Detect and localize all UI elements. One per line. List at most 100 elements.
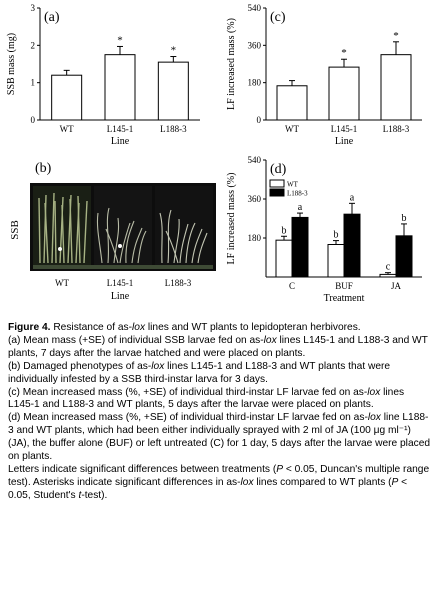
chart-c-y-tick-label: 360 xyxy=(248,40,262,50)
chart-panel-a: 0 1 2 3 (a) SSB mass (mg) WT * L145-1 * L188-3 Line xyxy=(6,3,200,147)
caption-statistics-note: Letters indicate significant differences… xyxy=(8,464,432,503)
figure-caption: Figure 4. Resistance of as-lox lines and… xyxy=(8,322,432,503)
chart-d-legend-label: L188-3 xyxy=(287,190,308,198)
chart-c-y-tick-label: 540 xyxy=(248,3,262,13)
chart-c-bar xyxy=(276,85,308,121)
caption-a-prefix: (a) Mean mass (+SE) of individual SSB la… xyxy=(8,334,264,346)
panel-b-tick-label-wt: WT xyxy=(55,278,69,288)
caption-b-suffix: lines L145-1 and L188-3 and WT plants th… xyxy=(8,360,391,385)
chart-d-y-tick-label: 540 xyxy=(248,155,262,165)
chart-d-panel-label: (d) xyxy=(270,162,287,177)
chart-c-x-axis-label: Line xyxy=(335,136,354,147)
caption-part-a: (a) Mean mass (+SE) of individual SSB la… xyxy=(8,335,432,361)
chart-d-significance-letter: b xyxy=(402,213,407,224)
caption-part-b: (b) Damaged phenotypes of as-lox lines L… xyxy=(8,361,432,387)
caption-title: Figure 4. Resistance of as-lox lines and… xyxy=(8,322,432,335)
photo-cell-l188 xyxy=(155,186,213,268)
chart-a-x-axis-label: Line xyxy=(111,136,130,147)
chart-d-significance-letter: b xyxy=(282,225,287,236)
caption-title-italic: lox xyxy=(132,322,146,333)
chart-c-x-tick-label: L145-1 xyxy=(331,124,358,134)
chart-a-bar xyxy=(104,54,136,121)
chart-a-x-tick-label: L188-3 xyxy=(160,124,187,134)
caption-stat-mid2: lines compared to WT plants ( xyxy=(253,476,392,488)
chart-a-significance-asterisk: * xyxy=(171,45,177,57)
chart-d-bar xyxy=(291,216,309,278)
chart-a-y-axis-label: SSB mass (mg) xyxy=(6,33,17,95)
chart-d-legend-label: WT xyxy=(287,181,299,189)
chart-c-significance-asterisk: * xyxy=(393,30,399,42)
chart-d-bar xyxy=(275,239,293,278)
chart-d-y-axis-label: LF increased mass (%) xyxy=(226,173,237,265)
chart-a-x-tick-label: WT xyxy=(60,124,74,134)
chart-a-bar xyxy=(157,61,189,121)
chart-d-x-axis-label: Treatment xyxy=(324,293,365,304)
chart-a-y-tick-label: 1 xyxy=(31,78,36,88)
larva-marker-l145 xyxy=(118,244,122,248)
plant-photo-illustration xyxy=(33,186,213,269)
caption-stat-suffix: < 0.05, Student's xyxy=(8,476,408,501)
chart-d-bar xyxy=(395,235,413,278)
caption-title-suffix: lines and WT plants to lepidopteran herb… xyxy=(145,322,361,333)
caption-d-suffix: line L188-3 and WT plants, which had bee… xyxy=(8,412,431,463)
caption-stat-italic: lox xyxy=(240,476,254,488)
chart-c-bar xyxy=(328,66,360,121)
caption-d-prefix: (d) Mean increased mass (%, +SE) of indi… xyxy=(8,412,368,424)
photo-soil-strip xyxy=(33,265,213,269)
chart-d-significance-letter: a xyxy=(298,202,303,213)
chart-d-significance-letter: b xyxy=(334,230,339,241)
chart-a-y-tick-label: 3 xyxy=(31,3,36,13)
chart-a-significance-asterisk: * xyxy=(117,34,123,46)
caption-b-prefix: (b) Damaged phenotypes of as- xyxy=(8,360,152,372)
chart-d-significance-letter: a xyxy=(350,192,355,203)
caption-stat-mid: < 0.05, Duncan's multiple range test). A… xyxy=(8,463,430,488)
l145-seedlings xyxy=(96,207,147,264)
caption-d-italic: lox xyxy=(367,412,381,424)
chart-c-y-tick-label: 180 xyxy=(248,78,262,88)
chart-d-bar xyxy=(343,213,361,278)
chart-c-panel-label: (c) xyxy=(270,10,286,25)
caption-a-suffix: lines L145-1 and L188-3 and WT plants, 7… xyxy=(8,334,428,359)
wt-seedlings xyxy=(38,192,88,264)
panel-b-side-label: SSB xyxy=(9,220,21,240)
caption-c-italic: lox xyxy=(367,386,381,398)
chart-d-x-tick-label: BUF xyxy=(335,281,353,291)
caption-c-prefix: (c) Mean increased mass (%, +SE) of indi… xyxy=(8,386,368,398)
chart-a-bar xyxy=(51,74,83,121)
caption-b-italic: lox xyxy=(151,360,165,372)
photo-cell-l145 xyxy=(94,186,152,268)
chart-c-y-tick-label: 0 xyxy=(257,115,262,125)
chart-d-y-tick-label: 360 xyxy=(248,194,262,204)
chart-a-y-tick-label: 2 xyxy=(31,40,36,50)
chart-d-significance-letter: c xyxy=(386,262,391,273)
chart-d-bar xyxy=(327,244,345,278)
chart-c-significance-asterisk: * xyxy=(341,47,347,59)
panel-b-tick-label-l188: L188-3 xyxy=(165,278,192,288)
chart-d-legend-swatch xyxy=(269,179,285,188)
caption-part-c: (c) Mean increased mass (%, +SE) of indi… xyxy=(8,387,432,413)
caption-a-italic: lox xyxy=(263,334,277,346)
larva-marker-wt xyxy=(58,247,62,251)
chart-c-y-axis-label: LF increased mass (%) xyxy=(226,18,237,110)
caption-stat-p: P xyxy=(276,463,284,475)
chart-c-bar xyxy=(380,54,412,121)
caption-stat-prefix: Letters indicate significant differences… xyxy=(8,463,277,475)
l188-seedlings xyxy=(159,209,208,264)
panel-b-tick-label-l145: L145-1 xyxy=(107,278,134,288)
chart-d-bar xyxy=(379,273,397,278)
caption-stat-p2: P xyxy=(391,476,399,488)
caption-title-prefix: Resistance of as- xyxy=(53,322,133,333)
panel-b-label: (b) xyxy=(35,161,52,176)
chart-d-legend-swatch xyxy=(269,188,285,197)
chart-d-y-tick-label: 180 xyxy=(248,233,262,243)
chart-panel-c: 0 180 360 540 (c) LF increased mass (%) WT * L14… xyxy=(226,3,422,147)
chart-d-x-tick-label: C xyxy=(289,281,295,291)
chart-c-x-tick-label: WT xyxy=(285,124,299,134)
plant-photograph xyxy=(30,183,216,271)
caption-stat-t: t xyxy=(78,489,82,501)
caption-stat-end: -test). xyxy=(81,489,108,501)
chart-a-y-tick-label: 0 xyxy=(31,115,36,125)
caption-part-d: (d) Mean increased mass (%, +SE) of indi… xyxy=(8,412,432,464)
photo-panel-b-frame: (b) SSB WT L145-1 L188-3 Line xyxy=(9,161,192,302)
caption-c-suffix: lines L145-1 and L188-3 and WT plants, 5… xyxy=(8,386,405,411)
